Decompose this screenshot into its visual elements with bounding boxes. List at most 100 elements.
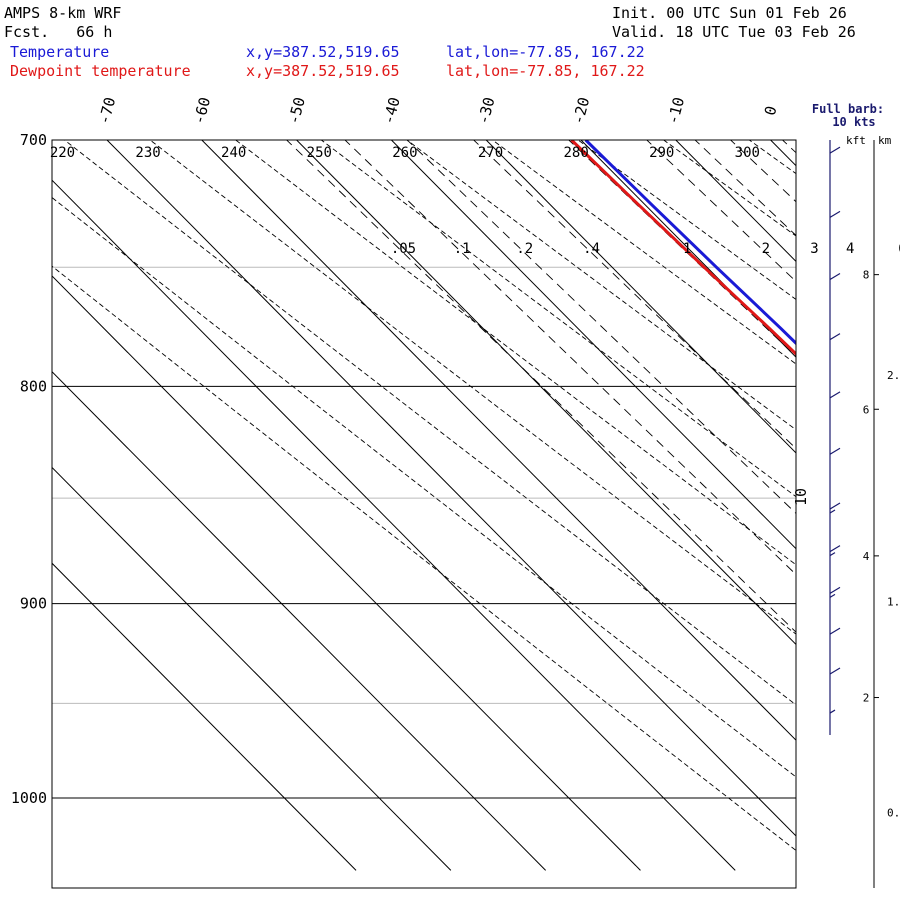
isotherm--70	[106, 140, 796, 837]
wind-barb-7	[829, 545, 841, 557]
kft-tick-label-4: 4	[863, 550, 870, 563]
temperature-tick--60: -60	[190, 95, 214, 126]
temperature-tick--70: -70	[95, 95, 119, 126]
barb-flag-full	[829, 333, 841, 341]
isotherm--80	[52, 179, 736, 871]
isotherm-10	[865, 140, 900, 870]
mixing-line-2	[646, 140, 796, 283]
mixing-line-0.2	[406, 140, 796, 515]
mixing-label-10: 10	[792, 488, 810, 506]
wind-barb-3	[829, 333, 841, 341]
kft-tick-label-8: 8	[863, 269, 870, 282]
barb-flag-half	[829, 509, 836, 514]
dry-adiabat-270	[491, 140, 796, 365]
mixing-label-2: .2	[516, 241, 533, 257]
temperature-tick--40: -40	[379, 95, 403, 126]
barb-flag-full	[829, 447, 841, 455]
temperature-profile-line	[584, 140, 796, 346]
km-label: km	[878, 134, 892, 147]
pressure-tick-900: 900	[20, 595, 47, 613]
temperature-tick--30: -30	[474, 95, 498, 126]
adiabat-label-230: 230	[135, 145, 160, 161]
dry-adiabat-200	[52, 265, 796, 852]
mixing-line-0.05	[285, 140, 796, 633]
mixing-label-6: 3	[810, 241, 818, 257]
wind-barb-9	[829, 627, 841, 635]
mixing-line-3	[694, 140, 796, 237]
barb-flag-half	[829, 593, 836, 598]
isotherm--60	[201, 140, 796, 741]
adiabat-label-260: 260	[392, 145, 417, 161]
mixing-line-0.4	[473, 140, 796, 450]
temperature-tick-0: 0	[761, 104, 781, 117]
init-value: 00 UTC Sun 01 Feb 26	[666, 4, 847, 22]
wind-barb-6	[829, 502, 841, 514]
temperature-tick--50: -50	[285, 95, 309, 126]
wind-barbs	[829, 140, 841, 735]
isotherm--110	[52, 466, 452, 871]
legend-dewpoint-latlon: lat,lon=-77.85, 167.22	[446, 62, 645, 80]
mixing-line-1	[568, 140, 796, 358]
mixing-label-8: 6	[898, 241, 900, 257]
mixing-label-7: 4	[846, 241, 854, 257]
valid-value: 18 UTC Tue 03 Feb 26	[675, 23, 856, 41]
barb-flag-full	[829, 273, 841, 281]
mixing-line-4	[729, 140, 796, 203]
isotherm--120	[52, 562, 357, 871]
forecast-label: Fcst. 66 h	[4, 23, 112, 41]
kft-label: kft	[846, 134, 866, 147]
plot-frame	[51, 139, 797, 889]
wind-barb-2	[829, 273, 841, 281]
isotherm--30	[485, 140, 796, 454]
adiabat-label-300: 300	[735, 145, 760, 161]
dry-adiabat-300	[748, 140, 796, 175]
adiabat-label-290: 290	[649, 145, 674, 161]
wind-barb-1	[829, 210, 841, 218]
init-time: Init. 00 UTC Sun 01 Feb 26	[612, 4, 847, 22]
isotherm--40	[391, 140, 796, 550]
wind-barb-0	[829, 146, 841, 154]
adiabat-label-240: 240	[221, 145, 246, 161]
kft-tick-label-2: 2	[863, 692, 870, 705]
barb-flag-full	[829, 627, 841, 635]
profiles	[570, 140, 796, 357]
dewpoint-profile-line	[570, 140, 796, 357]
legend-temperature: Temperature	[10, 43, 110, 61]
dry-adiabat-250	[320, 140, 796, 498]
mixing-label-3: .4	[583, 241, 600, 257]
adiabat-label-250: 250	[307, 145, 332, 161]
legend-dewpoint-xy: x,y=387.52,519.65	[246, 62, 400, 80]
kft-tick-label-6: 6	[863, 403, 870, 416]
barb-flag-full	[829, 502, 841, 510]
pressure-tick-700: 700	[20, 131, 47, 149]
barb-flag-full	[829, 586, 841, 594]
km-tick-label-1.: 1.	[887, 596, 900, 609]
mixing-label-4: 1	[683, 241, 691, 257]
km-tick-label-0.: 0.	[887, 807, 900, 820]
valid-time: Valid. 18 UTC Tue 03 Feb 26	[612, 23, 856, 41]
barb-flag-full	[829, 391, 841, 399]
adiabat-label-220: 220	[50, 145, 75, 161]
dry-adiabat-240	[234, 140, 796, 566]
mixing-line-15	[851, 87, 900, 900]
barb-flag-full	[829, 667, 841, 675]
wind-barb-4	[829, 391, 841, 399]
temperature-tick--10: -10	[664, 95, 688, 126]
dry-adiabat-280	[577, 140, 796, 300]
height-axis: kft km 2 4 6 8 0. 1. 2.	[846, 134, 900, 888]
barb-flag-full	[829, 545, 841, 553]
isotherm--90	[52, 275, 641, 871]
dry-adiabat-290	[662, 140, 796, 237]
wind-barb-5	[829, 447, 841, 455]
mixing-line-0.1	[344, 140, 796, 576]
isotherm--50	[296, 140, 796, 646]
legend-dewpoint: Dewpoint temperature	[10, 62, 191, 80]
wind-barb-10	[829, 667, 841, 675]
adiabat-label-270: 270	[478, 145, 503, 161]
km-tick-label-2.: 2.	[887, 369, 900, 382]
